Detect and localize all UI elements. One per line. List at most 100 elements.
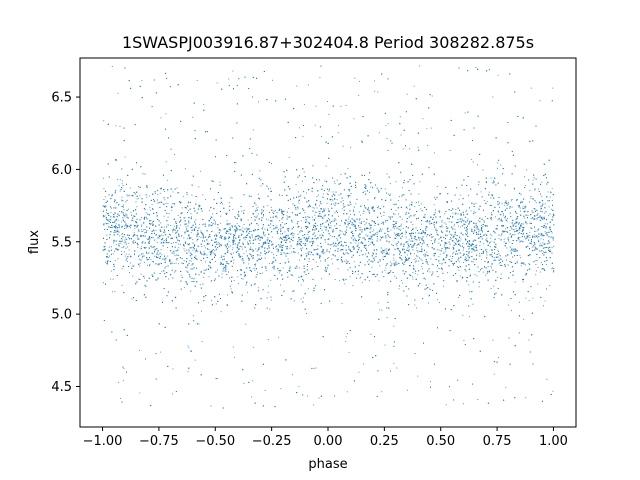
data-point: [353, 225, 355, 227]
data-point: [222, 235, 224, 237]
data-point: [540, 262, 542, 264]
data-point: [468, 284, 470, 286]
data-point: [114, 199, 116, 201]
data-point: [186, 249, 188, 251]
data-point: [180, 224, 182, 226]
data-point: [486, 182, 488, 184]
data-point: [134, 254, 135, 256]
data-point: [174, 154, 175, 155]
data-point: [131, 265, 133, 267]
data-point: [414, 273, 416, 274]
data-point: [452, 212, 454, 214]
data-point: [420, 208, 422, 210]
data-point: [139, 254, 141, 256]
data-point: [240, 229, 242, 231]
data-point: [265, 270, 267, 271]
data-point: [300, 284, 302, 286]
data-point: [381, 391, 383, 393]
data-point: [288, 208, 290, 209]
data-point: [176, 254, 178, 256]
data-point: [528, 262, 530, 264]
data-point: [252, 129, 254, 131]
data-point: [177, 214, 179, 216]
data-point: [500, 273, 502, 275]
data-point: [154, 199, 156, 201]
data-point: [436, 249, 438, 251]
data-point: [537, 216, 539, 218]
data-point: [334, 212, 336, 214]
data-point: [442, 285, 444, 287]
data-point: [220, 230, 222, 232]
data-point: [136, 226, 138, 228]
data-point: [517, 205, 519, 207]
data-point: [427, 245, 429, 247]
data-point: [145, 212, 147, 214]
data-point: [455, 244, 457, 246]
data-point: [256, 215, 258, 217]
data-point: [215, 249, 217, 251]
data-point: [497, 162, 499, 164]
data-point: [395, 225, 397, 227]
data-point: [548, 247, 550, 249]
data-point: [406, 211, 407, 213]
data-point: [508, 304, 510, 306]
data-point: [345, 242, 347, 244]
data-point: [172, 393, 174, 395]
data-point: [543, 251, 544, 253]
data-point: [359, 277, 361, 279]
data-point: [454, 228, 456, 230]
data-point: [398, 288, 400, 290]
data-point: [148, 195, 150, 197]
data-point: [417, 232, 419, 234]
data-point: [433, 204, 435, 206]
data-point: [495, 216, 496, 218]
data-point: [278, 220, 280, 222]
data-point: [336, 237, 338, 239]
data-point: [392, 263, 394, 265]
data-point: [304, 212, 306, 214]
data-point: [117, 178, 119, 180]
data-point: [114, 290, 116, 292]
data-point: [310, 253, 312, 255]
data-point: [535, 264, 537, 265]
data-point: [438, 242, 440, 244]
data-point: [480, 224, 482, 226]
data-point: [184, 231, 186, 233]
data-point: [400, 223, 402, 225]
data-point: [385, 267, 387, 269]
data-point: [430, 127, 432, 129]
data-point: [287, 228, 289, 230]
data-point: [400, 258, 402, 260]
data-point: [307, 206, 309, 208]
data-point: [161, 270, 163, 272]
data-point: [501, 203, 503, 205]
data-point: [363, 363, 365, 365]
data-point: [489, 233, 491, 235]
data-point: [122, 217, 124, 218]
data-point: [232, 70, 234, 72]
data-point: [215, 303, 217, 305]
data-point: [479, 230, 481, 232]
data-point: [520, 200, 522, 202]
data-point: [451, 258, 453, 259]
data-point: [270, 190, 272, 192]
data-point: [387, 228, 388, 230]
data-point: [431, 263, 433, 265]
data-point: [487, 266, 489, 268]
data-point: [546, 378, 548, 380]
data-point: [182, 195, 184, 197]
data-point: [426, 287, 428, 289]
data-point: [457, 266, 459, 268]
data-point: [533, 236, 535, 238]
data-point: [242, 227, 244, 229]
data-point: [251, 236, 253, 238]
data-point: [272, 262, 274, 264]
data-point: [242, 230, 244, 232]
data-point: [392, 226, 394, 228]
data-point: [528, 339, 530, 341]
data-point: [291, 228, 293, 230]
data-point: [547, 191, 549, 193]
data-point: [221, 256, 223, 258]
data-point: [511, 227, 513, 229]
data-point: [380, 215, 382, 217]
